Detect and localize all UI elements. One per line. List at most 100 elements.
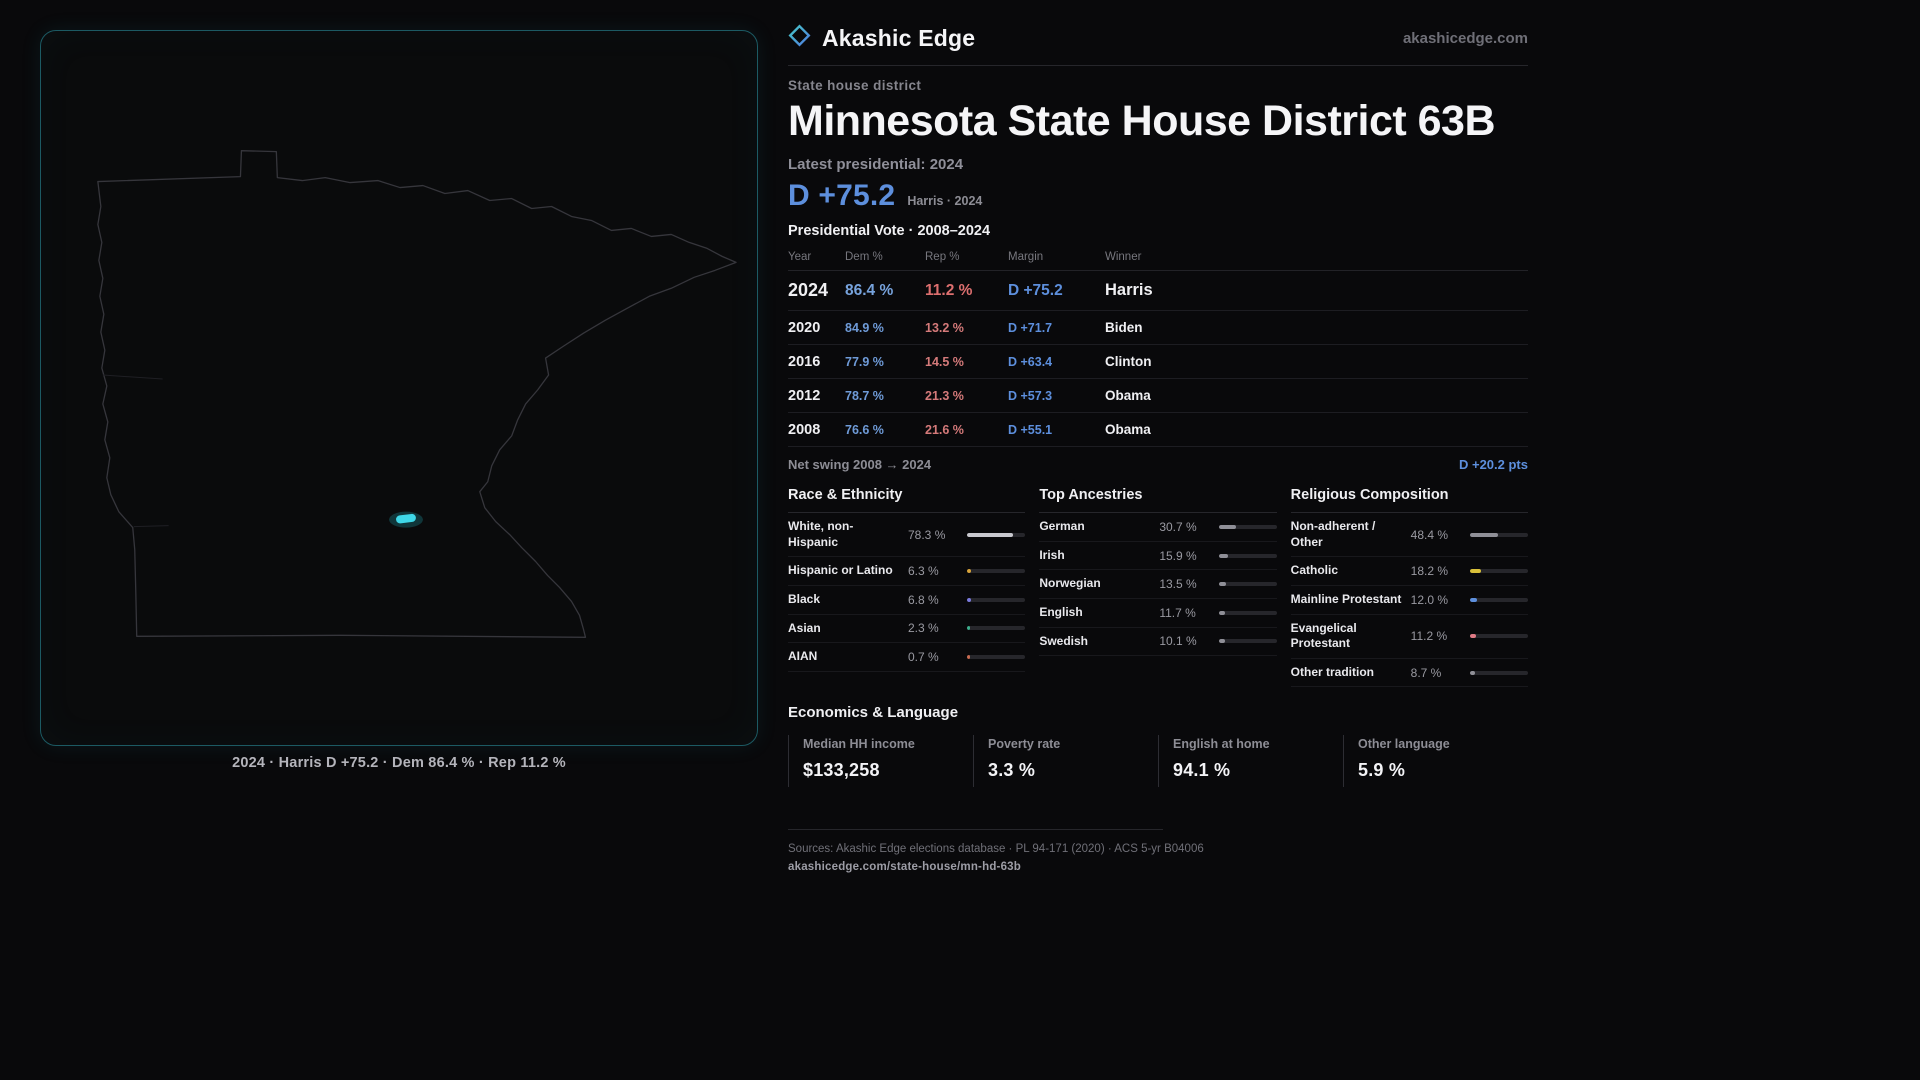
cell-rep-pct: 21.3 % xyxy=(925,388,964,403)
demo-row: Catholic 18.2 % xyxy=(1290,557,1528,587)
cell-winner: Obama xyxy=(1105,388,1151,404)
religious-composition-column: Religious Composition Non-adherent / Oth… xyxy=(1290,487,1528,688)
col-header-margin: Margin xyxy=(1008,251,1044,264)
cell-dem-pct: 86.4 % xyxy=(845,281,894,299)
cell-margin: D +55.1 xyxy=(1008,422,1053,437)
demo-bar xyxy=(967,655,1026,660)
demo-label: Asian xyxy=(788,620,821,635)
headline-margin-value: D +75.2 xyxy=(788,179,896,213)
stat-english-at-home: English at home 94.1 % xyxy=(1158,735,1343,788)
demo-bar xyxy=(1469,670,1528,675)
internal-boundary-line xyxy=(102,374,163,380)
brand: Akashic Edge xyxy=(788,24,975,52)
demo-row: Other tradition 8.7 % xyxy=(1290,659,1528,688)
latest-presidential-label: Latest presidential: 2024 xyxy=(788,156,964,174)
demo-value: 6.8 % xyxy=(908,592,939,607)
demo-label: German xyxy=(1039,519,1085,534)
map-caption: 2024 · Harris D +75.2 · Dem 86.4 % · Rep… xyxy=(232,755,566,771)
cell-winner: Obama xyxy=(1105,422,1151,438)
demo-row: German 30.7 % xyxy=(1039,513,1277,542)
cell-year: 2008 xyxy=(788,421,821,438)
economics-title: Economics & Language xyxy=(788,704,959,722)
demo-label: White, non-Hispanic xyxy=(788,519,854,549)
cell-margin: D +71.7 xyxy=(1008,320,1053,335)
col-header-winner: Winner xyxy=(1105,251,1142,264)
brand-domain: akashicedge.com xyxy=(1402,29,1528,47)
demo-label: Other tradition xyxy=(1290,664,1374,679)
demo-value: 11.2 % xyxy=(1410,629,1448,644)
demo-value: 78.3 % xyxy=(908,527,946,542)
cell-margin: D +75.2 xyxy=(1008,281,1063,299)
cell-rep-pct: 11.2 % xyxy=(925,281,973,299)
col-header-dem: Dem % xyxy=(845,251,883,264)
demo-row: Black 6.8 % xyxy=(788,586,1026,615)
minnesota-map xyxy=(97,150,737,638)
demo-value: 48.4 % xyxy=(1410,527,1449,542)
demo-row: Non-adherent / Other 48.4 % xyxy=(1290,513,1528,558)
demo-bar xyxy=(1469,634,1528,639)
cell-rep-pct: 14.5 % xyxy=(925,354,964,369)
race-ethnicity-title: Race & Ethnicity xyxy=(788,487,1026,514)
cell-margin: D +57.3 xyxy=(1008,388,1053,403)
demo-row: White, non-Hispanic 78.3 % xyxy=(788,513,1026,558)
demo-row: Norwegian 13.5 % xyxy=(1039,570,1277,600)
demo-bar xyxy=(967,626,1026,631)
stat-value: $133,258 xyxy=(803,760,880,781)
demo-row: Asian 2.3 % xyxy=(788,615,1026,644)
table-row-2020: 2020 84.9 % 13.2 % D +71.7 Biden xyxy=(788,311,1528,346)
demo-label: Catholic xyxy=(1290,563,1338,578)
demo-value: 6.3 % xyxy=(908,564,939,579)
demo-value: 2.3 % xyxy=(908,621,939,636)
stat-label: Other language xyxy=(1358,737,1450,752)
stat-other-language: Other language 5.9 % xyxy=(1343,735,1528,788)
religious-composition-title: Religious Composition xyxy=(1290,487,1528,514)
stat-value: 5.9 % xyxy=(1358,760,1406,781)
demo-label: Mainline Protestant xyxy=(1290,592,1402,607)
cell-rep-pct: 13.2 % xyxy=(925,320,964,335)
economics-stats-row: Median HH income $133,258 Poverty rate 3… xyxy=(788,735,1528,788)
demo-row: AIAN 0.7 % xyxy=(788,643,1026,672)
vote-table-title: Presidential Vote · 2008–2024 xyxy=(788,223,991,240)
table-row-2012: 2012 78.7 % 21.3 % D +57.3 Obama xyxy=(788,379,1528,414)
cell-winner: Biden xyxy=(1105,320,1143,336)
demo-bar xyxy=(1469,532,1528,537)
demo-row: Evangelical Protestant 11.2 % xyxy=(1290,615,1528,659)
demo-value: 0.7 % xyxy=(908,650,939,665)
demo-row: Hispanic or Latino 6.3 % xyxy=(788,557,1026,587)
demo-bar xyxy=(967,532,1026,537)
cell-winner: Harris xyxy=(1105,281,1153,300)
top-ancestries-title: Top Ancestries xyxy=(1039,487,1277,514)
minnesota-outline xyxy=(97,150,737,638)
demo-value: 18.2 % xyxy=(1410,564,1449,579)
cell-margin: D +63.4 xyxy=(1008,354,1053,369)
diamond-icon xyxy=(788,24,811,52)
headline-margin-detail: Harris · 2024 xyxy=(907,194,983,209)
demo-label: Black xyxy=(788,592,821,607)
demo-label: Swedish xyxy=(1039,633,1089,648)
demo-value: 11.7 % xyxy=(1159,605,1196,620)
demo-bar xyxy=(967,569,1026,574)
report-content: Akashic Edge akashicedge.com State house… xyxy=(788,24,1528,873)
stat-value: 94.1 % xyxy=(1173,760,1231,781)
demo-label: Evangelical Protestant xyxy=(1290,620,1357,651)
demo-row: Mainline Protestant 12.0 % xyxy=(1290,586,1528,615)
district-63b-shape xyxy=(396,513,416,524)
table-row-2016: 2016 77.9 % 14.5 % D +63.4 Clinton xyxy=(788,345,1528,380)
col-header-rep: Rep % xyxy=(925,251,960,264)
demo-bar xyxy=(1218,525,1277,530)
race-ethnicity-column: Race & Ethnicity White, non-Hispanic 78.… xyxy=(788,487,1026,687)
cell-dem-pct: 76.6 % xyxy=(845,422,884,437)
table-row-2024: 2024 86.4 % 11.2 % D +75.2 Harris xyxy=(788,271,1528,312)
cell-year: 2024 xyxy=(788,280,829,301)
page-title: Minnesota State House District 63B xyxy=(788,97,1496,145)
internal-boundary-line xyxy=(133,525,169,528)
headline-margin-block: D +75.2 Harris · 2024 xyxy=(788,179,1528,213)
cell-year: 2020 xyxy=(788,319,821,336)
cell-dem-pct: 78.7 % xyxy=(845,388,884,403)
demo-bar xyxy=(1218,639,1277,644)
footer-divider xyxy=(788,829,1163,831)
demo-bar xyxy=(1218,553,1277,558)
report-footer: Sources: Akashic Edge elections database… xyxy=(788,829,1528,873)
demo-value: 13.5 % xyxy=(1159,577,1197,592)
